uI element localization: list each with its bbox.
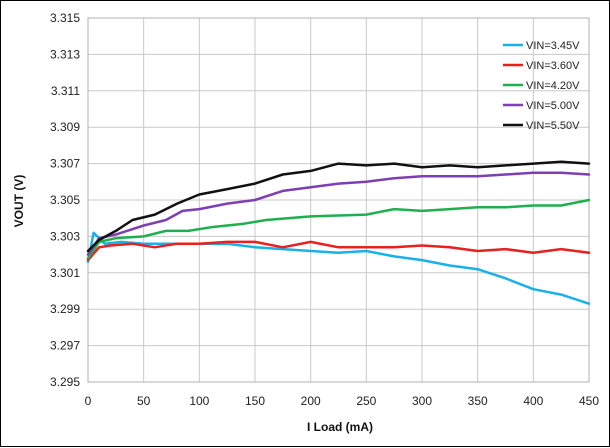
series-line-vin-4-20v [86, 198, 591, 260]
legend-label: VIN=5.00V [526, 100, 580, 112]
legend-label: VIN=4.20V [526, 80, 580, 92]
y-tick-label: 3.307 [50, 157, 80, 171]
x-tick-label: 200 [301, 394, 321, 408]
series-line-vin-3-60v [86, 240, 591, 262]
y-tick-label: 3.309 [50, 120, 80, 134]
x-tick-label: 150 [245, 394, 265, 408]
y-tick-label: 3.299 [50, 302, 80, 316]
y-tick-label: 3.313 [50, 47, 80, 61]
series-lines [86, 160, 591, 305]
series-line-vin-3-45v [86, 231, 591, 305]
y-tick-label: 3.295 [50, 375, 80, 389]
legend-label: VIN=3.60V [526, 60, 580, 72]
legend: VIN=3.45V VIN=3.60V VIN=4.20V VIN=5.00V VIN=… [503, 40, 580, 132]
y-tick-label: 3.303 [50, 229, 80, 243]
x-tick-label: 450 [579, 394, 599, 408]
y-tick-label: 3.315 [50, 11, 80, 25]
x-tick-labels: 0 50 100 150 200 250 300 350 400 450 [85, 394, 600, 408]
y-axis-title: VOUT (V) [12, 175, 26, 228]
x-tick-label: 0 [85, 394, 92, 408]
y-tick-label: 3.305 [50, 193, 80, 207]
x-tick-label: 50 [137, 394, 151, 408]
x-tick-label: 400 [523, 394, 543, 408]
grid-lines [87, 17, 590, 383]
x-tick-label: 100 [189, 394, 209, 408]
x-tick-label: 350 [468, 394, 488, 408]
x-tick-label: 250 [356, 394, 376, 408]
y-tick-label: 3.301 [50, 266, 80, 280]
x-tick-label: 300 [412, 394, 432, 408]
y-tick-labels: 3.295 3.297 3.299 3.301 3.303 3.305 3.307 3.309… [50, 11, 80, 389]
x-axis-title: I Load (mA) [307, 420, 373, 434]
series-line-vin-5-00v [86, 171, 591, 256]
legend-label: VIN=5.50V [526, 120, 580, 132]
y-tick-label: 3.297 [50, 339, 80, 353]
y-tick-label: 3.311 [51, 84, 80, 98]
legend-label: VIN=3.45V [526, 40, 580, 52]
series-line-vin-5-50v [86, 160, 591, 253]
